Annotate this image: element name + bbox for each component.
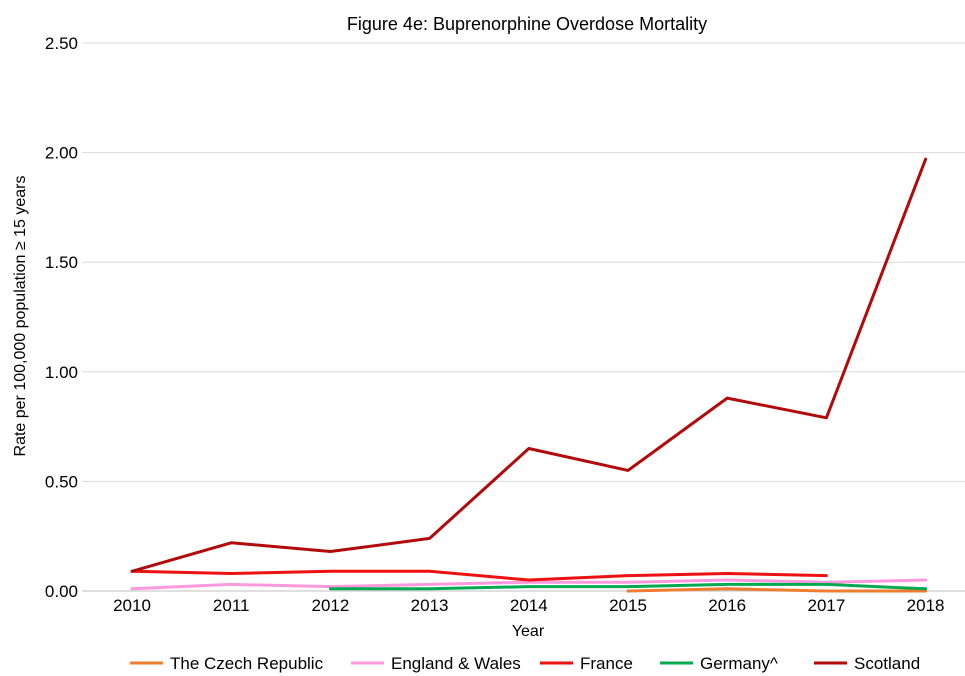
chart-title: Figure 4e: Buprenorphine Overdose Mortal… <box>347 14 707 34</box>
legend-label: France <box>580 654 633 673</box>
x-tick-label: 2013 <box>411 596 449 615</box>
y-tick-label: 0.50 <box>45 472 78 491</box>
x-tick-label: 2010 <box>113 596 151 615</box>
x-tick-label: 2016 <box>708 596 746 615</box>
x-tick-label: 2014 <box>510 596 548 615</box>
y-tick-label: 2.50 <box>45 34 78 53</box>
legend-label: The Czech Republic <box>170 654 324 673</box>
y-tick-label: 2.00 <box>45 144 78 163</box>
x-tick-label: 2012 <box>311 596 349 615</box>
legend-label: Germany^ <box>700 654 778 673</box>
series-lines <box>130 157 928 593</box>
x-axis-label: Year <box>512 623 545 640</box>
series-line <box>328 582 928 591</box>
y-tick-label: 1.00 <box>45 363 78 382</box>
legend-label: England & Wales <box>391 654 521 673</box>
legend-label: Scotland <box>854 654 920 673</box>
x-tick-label: 2011 <box>213 596 250 615</box>
y-axis-label: Rate per 100,000 population ≥ 15 years <box>12 176 29 457</box>
gridlines <box>82 42 965 482</box>
legend: The Czech Republic England & Wales France G… <box>130 654 920 673</box>
series-line <box>130 569 828 582</box>
y-tick-label: 1.50 <box>45 253 78 272</box>
series-line <box>130 578 928 591</box>
series-line <box>626 587 928 593</box>
series-line <box>130 157 928 573</box>
x-tick-label: 2018 <box>907 596 945 615</box>
x-tick-label: 2017 <box>807 596 845 615</box>
x-axis-tick-labels: 2010 2011 2012 2013 2014 2015 2016 2017 2018 <box>113 596 944 615</box>
y-axis-tick-labels: 0.00 0.50 1.00 1.50 2.00 2.50 <box>45 34 78 601</box>
y-tick-label: 0.00 <box>45 582 78 601</box>
x-tick-label: 2015 <box>609 596 647 615</box>
